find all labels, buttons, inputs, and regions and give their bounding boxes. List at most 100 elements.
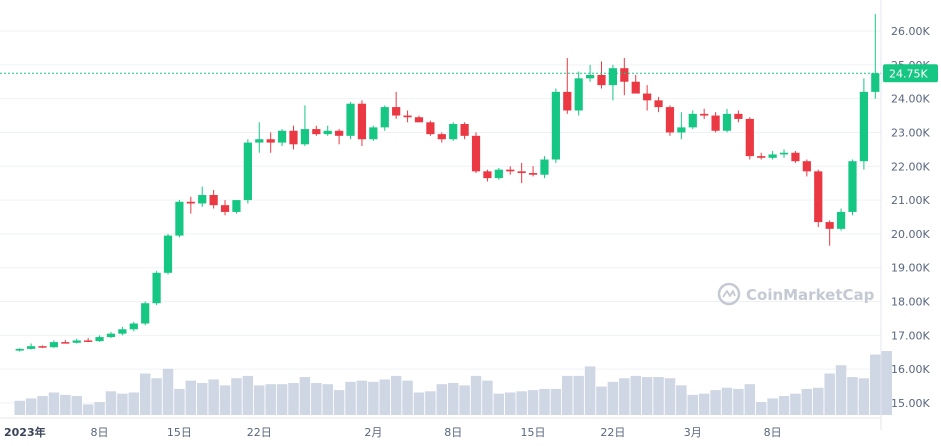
candle-body (460, 124, 469, 136)
candle (312, 125, 321, 136)
candle (255, 122, 264, 153)
candle-body (757, 156, 766, 158)
candle-body (711, 115, 720, 131)
watermark-text: CoinMarketCap (746, 286, 875, 304)
candle (152, 271, 161, 305)
volume-bar (94, 401, 105, 415)
candle-body (15, 348, 24, 351)
volume-bar (470, 375, 482, 415)
candle (198, 186, 207, 207)
y-tick-label: 24.00K (891, 93, 930, 106)
x-tick-label: 22日 (247, 426, 272, 439)
y-tick-label: 22.00K (891, 160, 930, 173)
candle-body (506, 169, 515, 172)
x-tick-label: 8日 (91, 426, 109, 439)
candle-body (848, 161, 857, 212)
x-tick-label: 15日 (521, 426, 546, 439)
volume-bar (333, 390, 345, 415)
candle (597, 61, 606, 89)
candle-body (471, 135, 481, 172)
candle (118, 326, 127, 336)
candle (129, 321, 138, 332)
volume-bar (242, 375, 254, 415)
candle (700, 108, 709, 119)
candle-body (38, 346, 47, 348)
candle-body (118, 329, 127, 334)
volume-bar (767, 398, 778, 415)
y-tick-label: 17.00K (891, 329, 930, 342)
volume-bar (311, 383, 322, 415)
candle-body (220, 205, 230, 212)
candle-body (209, 195, 218, 206)
candle (814, 169, 823, 228)
candle-body (266, 139, 275, 143)
candle (722, 108, 732, 133)
candle-body (836, 211, 846, 229)
candle-body (768, 154, 777, 158)
volume-bar (790, 393, 801, 415)
volume-bar (379, 379, 391, 415)
candle (38, 345, 47, 348)
candle-body (814, 171, 823, 223)
candle (346, 102, 355, 140)
volume-bars (14, 351, 892, 415)
candle (141, 301, 150, 326)
candle (528, 166, 538, 177)
candle (61, 340, 70, 344)
x-tick-label: 22日 (600, 426, 625, 439)
candle (711, 112, 720, 133)
candle-body (141, 303, 150, 324)
candle-body (722, 113, 732, 131)
volume-bar (801, 388, 813, 415)
volume-bar (436, 384, 448, 415)
volume-bar (881, 351, 892, 415)
volume-bar (345, 381, 356, 415)
coinmarketcap-logo-icon (717, 282, 741, 306)
x-tick-label: 8日 (444, 426, 462, 439)
volume-bar (390, 375, 402, 415)
candle (483, 169, 492, 182)
candle-body (152, 272, 161, 304)
candle (574, 71, 583, 116)
volume-bar (687, 394, 699, 415)
volume-bar (208, 379, 219, 415)
candle-body (859, 91, 868, 162)
candle (186, 196, 195, 214)
candle (460, 122, 469, 140)
candle (175, 200, 184, 238)
candle-body (677, 127, 686, 133)
candle (392, 91, 401, 119)
x-tick-label: 8日 (764, 426, 782, 439)
candle (380, 105, 389, 131)
volume-bar (82, 404, 94, 415)
candle-body (802, 161, 811, 172)
candle (677, 112, 686, 140)
candle (437, 132, 446, 143)
volume-bar (755, 401, 767, 415)
candle-body (357, 103, 367, 140)
candle (232, 200, 241, 214)
volume-bar (185, 380, 197, 415)
candle (414, 115, 424, 123)
candle (540, 156, 549, 179)
candle (49, 340, 59, 348)
candle (403, 110, 412, 123)
coinmarketcap-logo-wave-icon (722, 290, 736, 298)
candle-body (449, 124, 458, 140)
y-tick-label: 23.00K (891, 126, 930, 139)
candle-body (551, 91, 560, 160)
volume-bar (48, 392, 60, 415)
candle-body (106, 333, 116, 338)
volume-bar (653, 377, 664, 415)
candle (779, 149, 789, 158)
volume-bar (824, 373, 835, 415)
candle-body (175, 201, 184, 236)
volume-bar (425, 391, 436, 415)
x-tick-label: 2月 (364, 426, 382, 439)
volume-bar (733, 388, 744, 415)
y-tick-label: 19.00K (891, 262, 930, 275)
x-axis: 2023年 8日 15日 22日 2月 8日 15日 22日 3月 8日 (0, 417, 881, 439)
candle (106, 331, 116, 339)
volume-bar (835, 365, 847, 415)
